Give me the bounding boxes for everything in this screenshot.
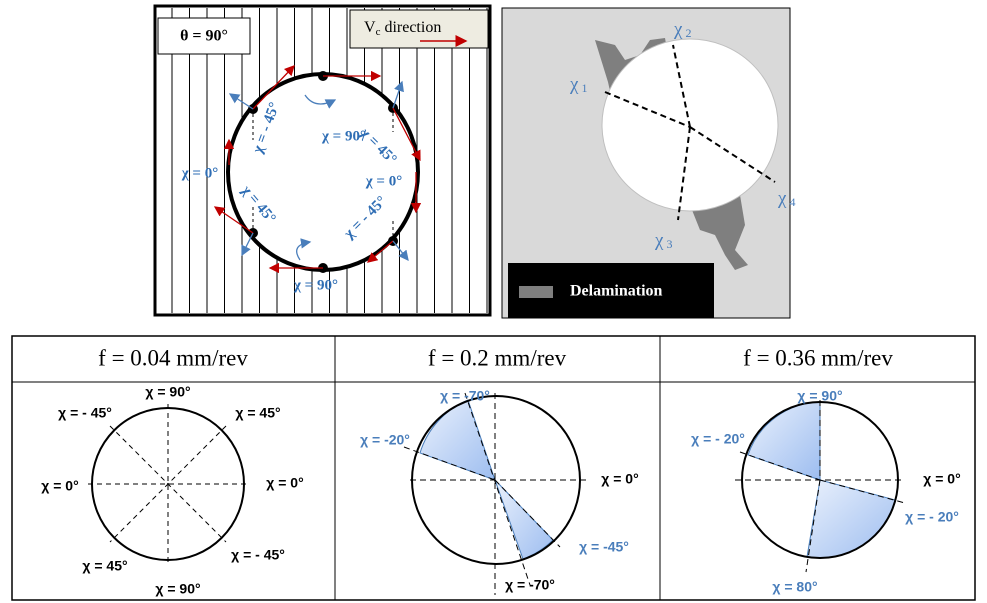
theta-label: θ = 90°: [180, 28, 228, 45]
chi-label: χ = 0°: [181, 165, 218, 181]
chi-label: χ = - 20°: [905, 509, 959, 525]
chi-label: χ = -45°: [579, 539, 629, 555]
chi-label: χ = 0°: [923, 471, 960, 487]
table-header: f = 0.04 mm/rev: [98, 345, 248, 370]
chi-label: χ = - 20°: [691, 431, 745, 447]
table-header: f = 0.36 mm/rev: [743, 345, 893, 370]
chi-label: χ = 45°: [235, 405, 280, 421]
chi-label: χ = - 45°: [58, 405, 112, 421]
chi-label: χ = 90°: [145, 384, 190, 400]
chi-label: χ = - 45°: [231, 547, 285, 563]
feed-table: f = 0.04 mm/rev f = 0.2 mm/rev f = 0.36 …: [12, 336, 975, 600]
chi-label: χ = -70°: [440, 388, 490, 404]
chi-label: χ = -20°: [360, 432, 410, 448]
chi-label: χ = 0°: [266, 475, 303, 491]
table-header: f = 0.2 mm/rev: [428, 345, 567, 370]
chi-label: χ = 0°: [365, 173, 402, 189]
chi-label: χ = 45°: [82, 558, 127, 574]
chi-label: χ = 0°: [41, 478, 78, 494]
chi-label: χ = -70°: [505, 577, 555, 593]
chi-label: χ = 0°: [601, 471, 638, 487]
chi-label: χ = 90°: [293, 277, 338, 293]
figure: θ = 90° Vcdirection χ = 90° χ = - 45° χ …: [0, 0, 987, 603]
legend-label: Delamination: [570, 283, 663, 300]
chi-label: χ = 80°: [772, 579, 817, 595]
chi-label: χ = 90°: [155, 581, 200, 597]
chi-label: χ = 90°: [797, 388, 842, 404]
